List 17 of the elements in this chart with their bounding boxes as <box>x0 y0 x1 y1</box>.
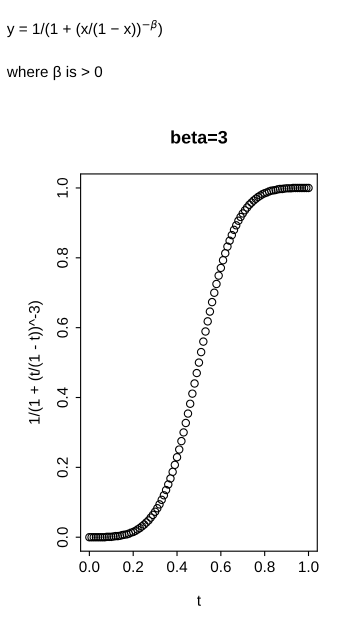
x-tick-label: 0.0 <box>79 561 100 572</box>
y-tick-label: 0.6 <box>57 318 68 338</box>
x-axis-title: t <box>197 596 201 606</box>
x-tick-label: 0.4 <box>167 561 188 572</box>
y-tick-label: 0.2 <box>57 458 68 478</box>
y-tick-label: 0.4 <box>57 387 68 408</box>
y-tick-label: 0.0 <box>57 527 68 548</box>
x-tick-label: 1.0 <box>299 561 319 572</box>
y-tick-label: 0.8 <box>57 248 68 268</box>
y-tick-label: 1.0 <box>57 178 68 198</box>
x-tick-label: 0.8 <box>254 561 275 572</box>
chart-title: beta=3 <box>171 130 228 144</box>
text: where β is > 0 <box>6 66 102 80</box>
x-tick-label: 0.6 <box>210 561 231 572</box>
y-axis-title: 1/(1 + (t/(1 - t))^-3) <box>28 301 43 424</box>
text: y = 1/(1 + (x/(1 − x))$^{−β}$) <box>6 20 162 38</box>
x-tick-label: 0.2 <box>123 561 144 572</box>
